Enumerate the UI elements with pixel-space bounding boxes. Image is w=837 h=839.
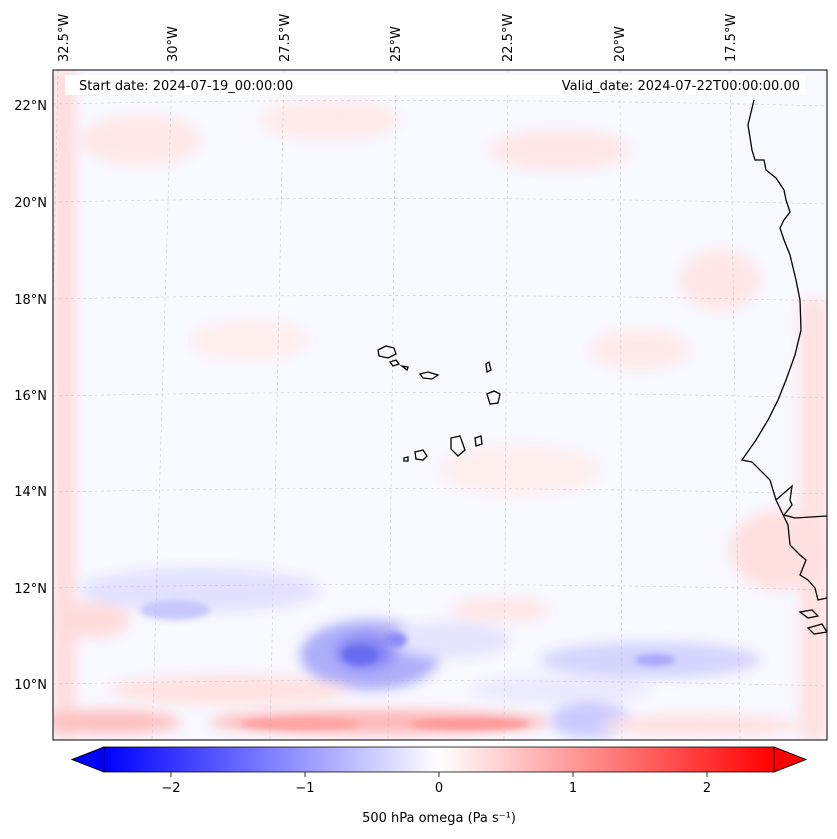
date-header-strip (65, 75, 805, 95)
lon-label: 20°W (613, 26, 628, 62)
colorbar-outline (70, 746, 808, 773)
lat-label: 10°N (14, 678, 47, 693)
lat-label: 14°N (14, 485, 47, 500)
colorbar-tick-label: 1 (569, 781, 577, 796)
colorbar-extend-min (70, 746, 105, 773)
lon-label: 30°W (166, 26, 181, 62)
lat-label: 20°N (14, 196, 47, 211)
lon-label: 17.5°W (724, 14, 739, 62)
lat-gridlines (53, 100, 827, 687)
colorbar-tick-label: −2 (161, 781, 180, 796)
colorbar: −2 −1 0 1 2 500 hPa omega (Pa s⁻¹) (70, 746, 808, 826)
coastline (740, 99, 827, 635)
lon-label: 22.5°W (501, 14, 516, 62)
lat-label: 22°N (14, 99, 47, 114)
start-date-label: Start date: 2024-07-19_00:00:00 (79, 79, 293, 94)
colorbar-tick-label: 0 (435, 781, 443, 796)
colorbar-body (104, 747, 774, 772)
cape-verde-islands (377, 345, 501, 462)
lon-label: 25°W (389, 26, 404, 62)
valid-date-label: Valid_date: 2024-07-22T00:00:00.00 (562, 79, 800, 94)
lat-label: 16°N (14, 389, 47, 404)
lat-label: 12°N (14, 582, 47, 597)
lat-label: 18°N (14, 293, 47, 308)
map-panel (53, 70, 827, 740)
lon-label: 27.5°W (278, 14, 293, 62)
colorbar-tick-label: 2 (703, 781, 711, 796)
lon-label: 32.5°W (57, 14, 72, 62)
lon-tick-labels: 32.5°W 30°W 27.5°W 25°W 22.5°W 20°W 17.5… (57, 14, 739, 62)
colorbar-label: 500 hPa omega (Pa s⁻¹) (362, 811, 516, 826)
lon-gridlines (53, 70, 741, 740)
colorbar-tick-label: −1 (295, 781, 314, 796)
map-frame (52, 69, 828, 741)
lat-tick-labels: 22°N 20°N 18°N 16°N 14°N 12°N 10°N (14, 99, 47, 693)
colorbar-extend-max (773, 746, 808, 773)
colorbar-ticks (170, 772, 708, 777)
